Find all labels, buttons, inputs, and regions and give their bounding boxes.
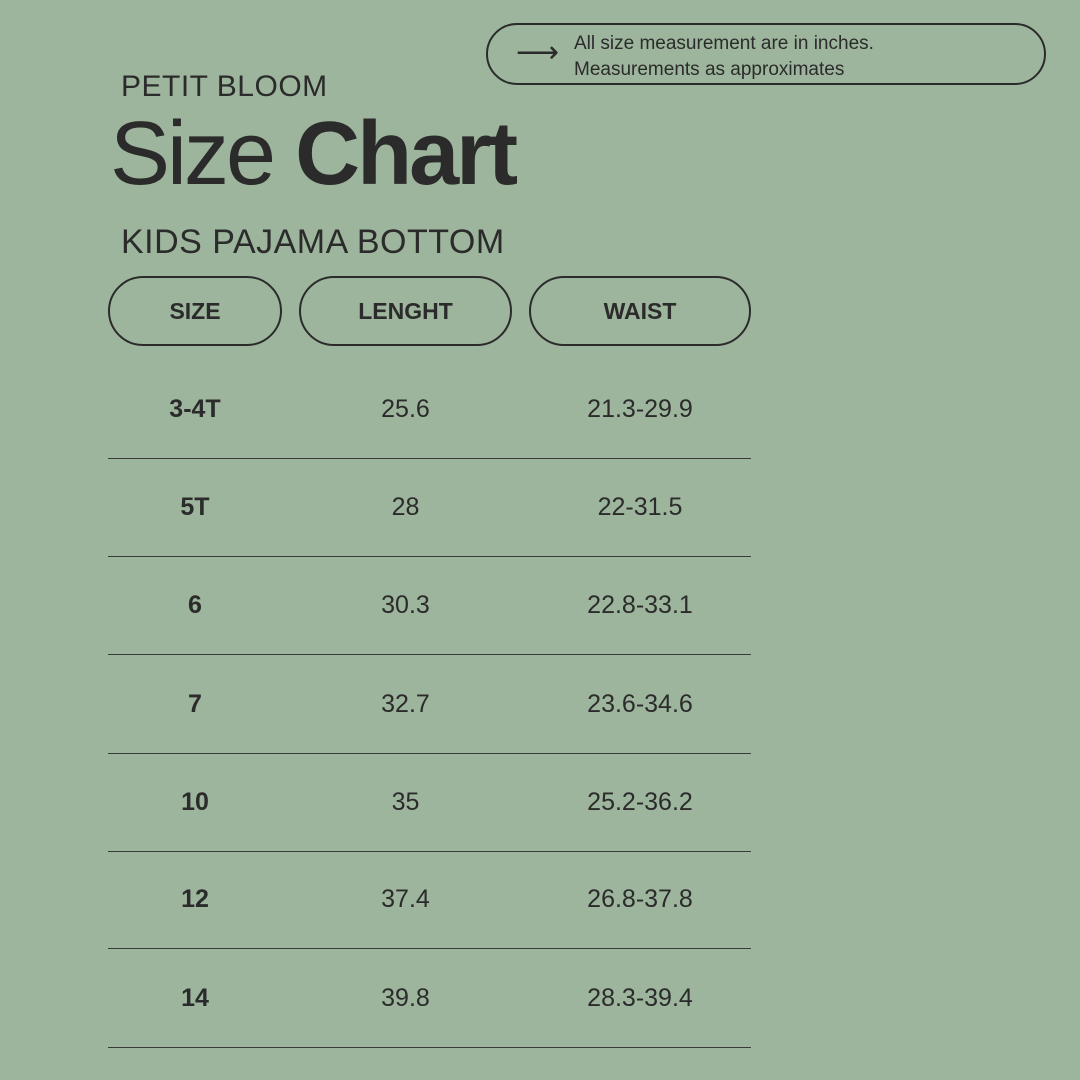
cell-length: 39.8 (381, 983, 430, 1012)
cell-size: 6 (188, 590, 202, 619)
note-line-1: All size measurement are in inches. (574, 33, 874, 54)
measurement-note: ⟶ All size measurement are in inches. Me… (486, 23, 1046, 85)
cell-waist: 22.8-33.1 (587, 590, 693, 619)
cell-waist: 25.2-36.2 (587, 787, 693, 816)
cell-size: 12 (181, 884, 209, 913)
table-row: 10 35 25.2-36.2 (108, 753, 751, 852)
table-row: 6 30.3 22.8-33.1 (108, 556, 751, 655)
column-header-waist: WAIST (529, 276, 751, 346)
table-row: 5T 28 22-31.5 (108, 458, 751, 557)
title-light: Size (110, 104, 276, 204)
table-row: 3-4T 25.6 21.3-29.9 (108, 360, 751, 459)
cell-size: 14 (181, 983, 209, 1012)
cell-length: 30.3 (381, 590, 430, 619)
cell-length: 28 (391, 492, 420, 521)
cell-waist: 28.3-39.4 (587, 983, 693, 1012)
page-title: Size Chart (110, 104, 518, 204)
table-row: 14 39.8 28.3-39.4 (108, 949, 751, 1048)
cell-size: 3-4T (169, 394, 221, 423)
cell-waist: 22-31.5 (597, 492, 683, 521)
note-line-2: Measurements as approximates (574, 59, 845, 80)
cell-waist: 26.8-37.8 (587, 884, 693, 913)
cell-waist: 21.3-29.9 (587, 394, 693, 423)
cell-size: 5T (180, 492, 210, 521)
cell-length: 37.4 (381, 884, 430, 913)
cell-waist: 23.6-34.6 (587, 689, 693, 718)
column-header-length: LENGHT (299, 276, 512, 346)
cell-length: 35 (391, 787, 420, 816)
brand-name: PETIT BLOOM (121, 70, 328, 103)
cell-size: 10 (181, 787, 209, 816)
cell-size: 7 (188, 689, 202, 718)
title-bold: Chart (295, 104, 518, 204)
product-subtitle: KIDS PAJAMA BOTTOM (121, 223, 505, 261)
cell-length: 25.6 (381, 394, 430, 423)
arrow-right-icon: ⟶ (516, 36, 560, 69)
table-row: 12 37.4 26.8-37.8 (108, 850, 751, 949)
column-header-size: SIZE (108, 276, 282, 346)
cell-length: 32.7 (381, 689, 430, 718)
table-row: 7 32.7 23.6-34.6 (108, 655, 751, 754)
